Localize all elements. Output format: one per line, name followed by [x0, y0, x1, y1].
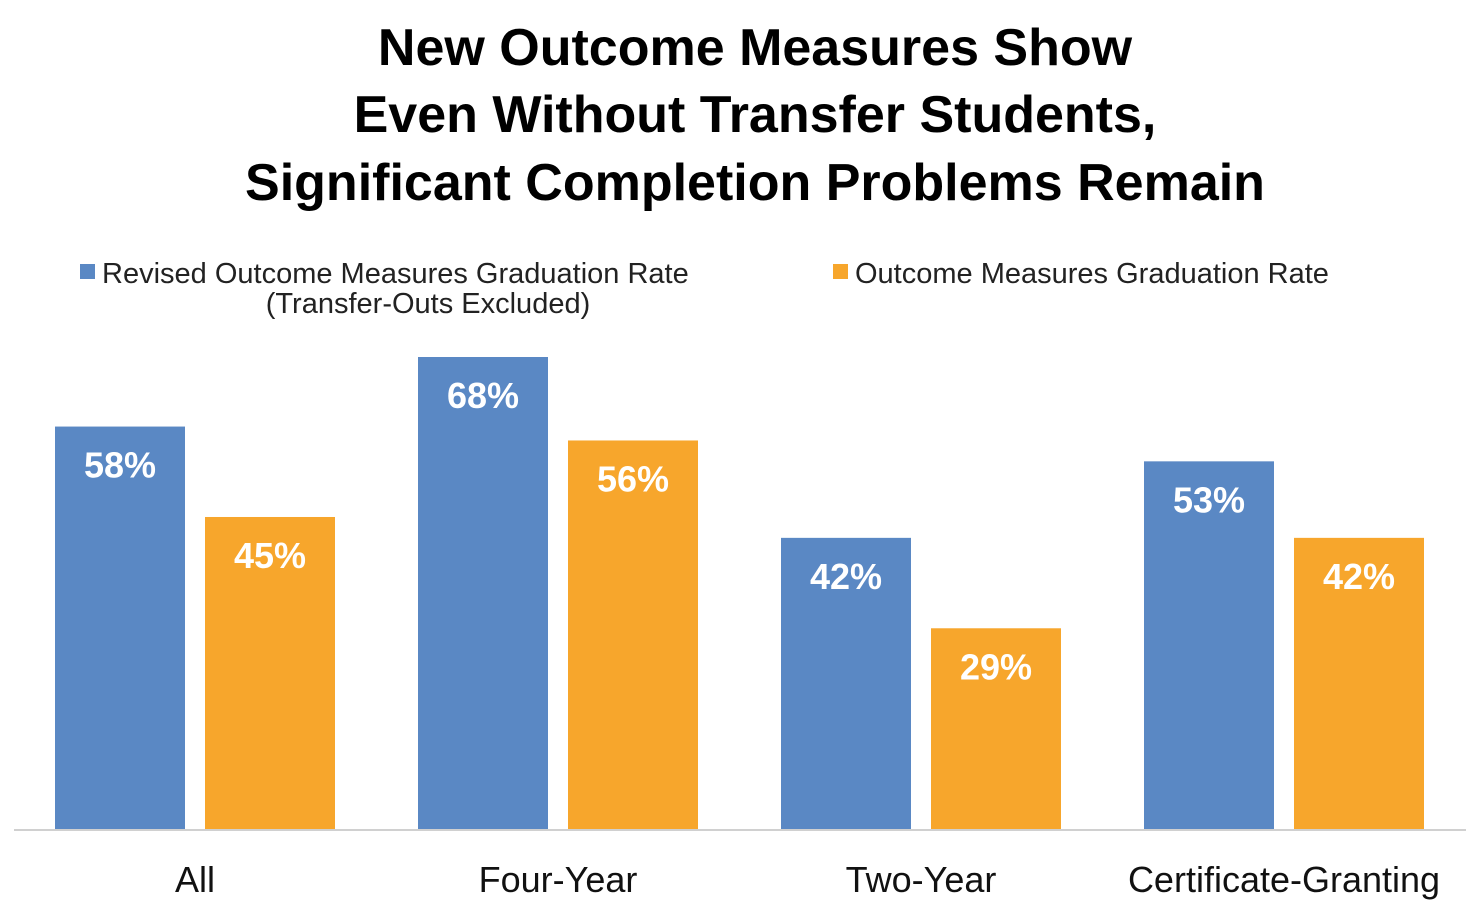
legend-swatch-revised — [80, 264, 95, 279]
legend-label-outcome: Outcome Measures Graduation Rate — [855, 258, 1329, 290]
data-label: 68% — [447, 375, 519, 416]
bar-all-series-0 — [55, 426, 185, 830]
chart-title-line-2: Even Without Transfer Students, — [354, 86, 1157, 144]
category-label: Certificate-Granting — [1128, 859, 1440, 900]
bar-all-series-1 — [205, 516, 335, 830]
bar-two-year-series-1 — [931, 628, 1061, 830]
data-label: 56% — [597, 458, 669, 499]
legend-label-revised: Revised Outcome Measures Graduation Rate — [102, 258, 689, 290]
bars: 58% 45% 68% 56% 42% 29% 53% 42% — [55, 357, 1424, 830]
data-label: 53% — [1173, 479, 1245, 520]
category-label: All — [175, 859, 215, 900]
data-label: 45% — [234, 535, 306, 576]
category-label: Four-Year — [479, 859, 638, 900]
data-label: 42% — [810, 556, 882, 597]
legend-label-revised-line2: (Transfer-Outs Excluded) — [266, 288, 590, 320]
legend: Revised Outcome Measures Graduation Rate… — [80, 258, 1329, 320]
bar-four-year-series-1 — [568, 440, 698, 830]
bar-four-year-series-0 — [418, 357, 548, 830]
data-label: 29% — [960, 646, 1032, 687]
chart-title-line-3: Significant Completion Problems Remain — [245, 154, 1265, 212]
bar-certificate-granting-series-0 — [1144, 461, 1274, 830]
legend-swatch-outcome — [833, 264, 848, 279]
data-label: 42% — [1323, 556, 1395, 597]
chart-title-line-1: New Outcome Measures Show — [378, 19, 1133, 77]
bar-two-year-series-0 — [781, 537, 911, 830]
bar-certificate-granting-series-1 — [1294, 537, 1424, 830]
category-labels: All Four-Year Two-Year Certificate-Granting — [175, 859, 1440, 900]
data-label: 58% — [84, 445, 156, 486]
category-label: Two-Year — [846, 859, 997, 900]
